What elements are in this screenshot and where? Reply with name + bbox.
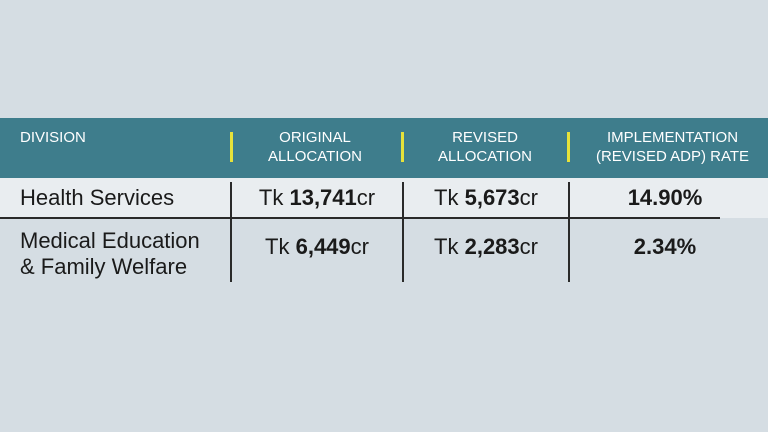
prefix: Tk xyxy=(434,234,459,259)
suffix: cr xyxy=(356,185,376,210)
amount-cell: Tk 13,741cr xyxy=(232,185,402,211)
column-divider xyxy=(402,182,404,282)
division-cell: Medical Education & Family Welfare xyxy=(20,228,200,279)
row-divider xyxy=(0,217,720,219)
amount-cell: Tk 2,283cr xyxy=(404,234,568,260)
rate-cell: 14.90% xyxy=(627,185,703,210)
header-bar xyxy=(0,118,768,178)
suffix: cr xyxy=(350,234,369,259)
column-divider xyxy=(568,182,570,282)
prefix: Tk xyxy=(265,234,290,259)
header-cell: REVISED ALLOCATION xyxy=(438,129,532,165)
suffix: cr xyxy=(519,185,538,210)
row-background xyxy=(0,178,768,218)
amount: 13,741 xyxy=(289,185,357,210)
amount: 5,673 xyxy=(464,185,520,210)
amount-cell: Tk 5,673cr xyxy=(404,185,568,211)
amount-cell: Tk 6,449cr xyxy=(232,234,402,260)
separator xyxy=(401,132,404,162)
prefix: Tk xyxy=(258,185,284,210)
amount: 2,283 xyxy=(464,234,520,259)
suffix: cr xyxy=(519,234,538,259)
column-divider xyxy=(230,182,232,282)
header-cell: DIVISION xyxy=(20,129,86,146)
separator xyxy=(567,132,570,162)
header-cell: ORIGINAL ALLOCATION xyxy=(268,129,362,165)
header-cell: IMPLEMENTATION (REVISED ADP) RATE xyxy=(595,129,750,165)
prefix: Tk xyxy=(434,185,459,210)
amount: 6,449 xyxy=(295,234,351,259)
rate-cell: 2.34% xyxy=(633,234,697,259)
separator xyxy=(230,132,233,162)
division-cell: Health Services xyxy=(20,185,175,210)
